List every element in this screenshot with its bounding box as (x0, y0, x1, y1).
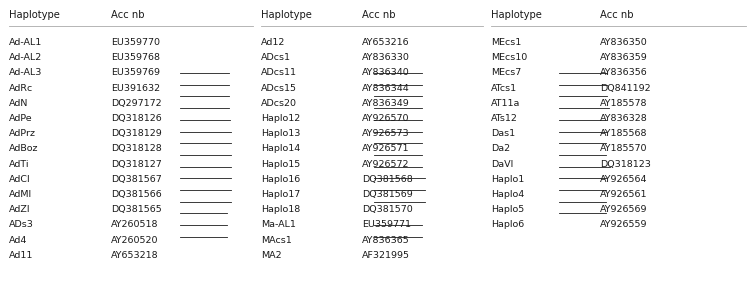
Text: AdPrz: AdPrz (9, 129, 36, 138)
Text: DQ318127: DQ318127 (111, 160, 162, 169)
Text: Ad-AL2: Ad-AL2 (9, 53, 42, 62)
Text: AdRc: AdRc (9, 84, 33, 93)
Text: MAcs1: MAcs1 (261, 235, 292, 244)
Text: EU391632: EU391632 (111, 84, 160, 93)
Text: ATs12: ATs12 (491, 114, 518, 123)
Text: EU359771: EU359771 (362, 220, 411, 229)
Text: Haplo17: Haplo17 (261, 190, 300, 199)
Text: AY926571: AY926571 (362, 144, 410, 153)
Text: DQ318126: DQ318126 (111, 114, 162, 123)
Text: AY260520: AY260520 (111, 235, 158, 244)
Text: AY836359: AY836359 (600, 53, 648, 62)
Text: DQ381569: DQ381569 (362, 190, 413, 199)
Text: Haplotype: Haplotype (9, 10, 60, 20)
Text: Haplo5: Haplo5 (491, 205, 524, 214)
Text: Acc nb: Acc nb (362, 10, 396, 20)
Text: AY653216: AY653216 (362, 38, 410, 47)
Text: ADcs20: ADcs20 (261, 99, 297, 108)
Text: Haplo15: Haplo15 (261, 160, 300, 169)
Text: ADcs1: ADcs1 (261, 53, 291, 62)
Text: AT11a: AT11a (491, 99, 520, 108)
Text: Haplo12: Haplo12 (261, 114, 300, 123)
Text: AY926573: AY926573 (362, 129, 410, 138)
Text: AY836340: AY836340 (362, 68, 410, 77)
Text: Ad-AL3: Ad-AL3 (9, 68, 42, 77)
Text: AdPe: AdPe (9, 114, 33, 123)
Text: AY260518: AY260518 (111, 220, 158, 229)
Text: AdMI: AdMI (9, 190, 32, 199)
Text: Haplotype: Haplotype (261, 10, 312, 20)
Text: AY926561: AY926561 (600, 190, 647, 199)
Text: Das1: Das1 (491, 129, 515, 138)
Text: DQ318128: DQ318128 (111, 144, 162, 153)
Text: AdBoz: AdBoz (9, 144, 38, 153)
Text: AY926564: AY926564 (600, 175, 647, 184)
Text: DQ381567: DQ381567 (111, 175, 162, 184)
Text: AY926559: AY926559 (600, 220, 647, 229)
Text: Ad11: Ad11 (9, 251, 33, 260)
Text: Ad-AL1: Ad-AL1 (9, 38, 42, 47)
Text: AdTi: AdTi (9, 160, 29, 169)
Text: EU359769: EU359769 (111, 68, 160, 77)
Text: ATcs1: ATcs1 (491, 84, 517, 93)
Text: AY653218: AY653218 (111, 251, 159, 260)
Text: Haplo14: Haplo14 (261, 144, 300, 153)
Text: ADcs11: ADcs11 (261, 68, 297, 77)
Text: Acc nb: Acc nb (111, 10, 145, 20)
Text: Ad12: Ad12 (261, 38, 285, 47)
Text: ADs3: ADs3 (9, 220, 34, 229)
Text: MA2: MA2 (261, 251, 282, 260)
Text: DQ381565: DQ381565 (111, 205, 162, 214)
Text: Haplo1: Haplo1 (491, 175, 524, 184)
Text: AY185578: AY185578 (600, 99, 647, 108)
Text: AY926570: AY926570 (362, 114, 410, 123)
Text: AY926569: AY926569 (600, 205, 647, 214)
Text: Acc nb: Acc nb (600, 10, 634, 20)
Text: EU359768: EU359768 (111, 53, 160, 62)
Text: AY836349: AY836349 (362, 99, 410, 108)
Text: DQ318129: DQ318129 (111, 129, 162, 138)
Text: Haplo6: Haplo6 (491, 220, 524, 229)
Text: AY836365: AY836365 (362, 235, 410, 244)
Text: AY185568: AY185568 (600, 129, 647, 138)
Text: DaVI: DaVI (491, 160, 514, 169)
Text: AdZI: AdZI (9, 205, 31, 214)
Text: ADcs15: ADcs15 (261, 84, 297, 93)
Text: AY926572: AY926572 (362, 160, 410, 169)
Text: MEcs10: MEcs10 (491, 53, 527, 62)
Text: EU359770: EU359770 (111, 38, 160, 47)
Text: DQ297172: DQ297172 (111, 99, 162, 108)
Text: AY836356: AY836356 (600, 68, 648, 77)
Text: DQ381566: DQ381566 (111, 190, 162, 199)
Text: Haplo16: Haplo16 (261, 175, 300, 184)
Text: DQ381568: DQ381568 (362, 175, 413, 184)
Text: AY836330: AY836330 (362, 53, 410, 62)
Text: AdN: AdN (9, 99, 28, 108)
Text: AY836350: AY836350 (600, 38, 648, 47)
Text: AY836328: AY836328 (600, 114, 648, 123)
Text: Haplotype: Haplotype (491, 10, 542, 20)
Text: Da2: Da2 (491, 144, 510, 153)
Text: AY836344: AY836344 (362, 84, 410, 93)
Text: DQ381570: DQ381570 (362, 205, 413, 214)
Text: MEcs1: MEcs1 (491, 38, 521, 47)
Text: AdCI: AdCI (9, 175, 31, 184)
Text: DQ318123: DQ318123 (600, 160, 651, 169)
Text: Haplo18: Haplo18 (261, 205, 300, 214)
Text: Haplo13: Haplo13 (261, 129, 300, 138)
Text: Haplo4: Haplo4 (491, 190, 524, 199)
Text: DQ841192: DQ841192 (600, 84, 650, 93)
Text: AY185570: AY185570 (600, 144, 647, 153)
Text: Ad4: Ad4 (9, 235, 27, 244)
Text: MEcs7: MEcs7 (491, 68, 521, 77)
Text: Ma-AL1: Ma-AL1 (261, 220, 296, 229)
Text: AF321995: AF321995 (362, 251, 410, 260)
